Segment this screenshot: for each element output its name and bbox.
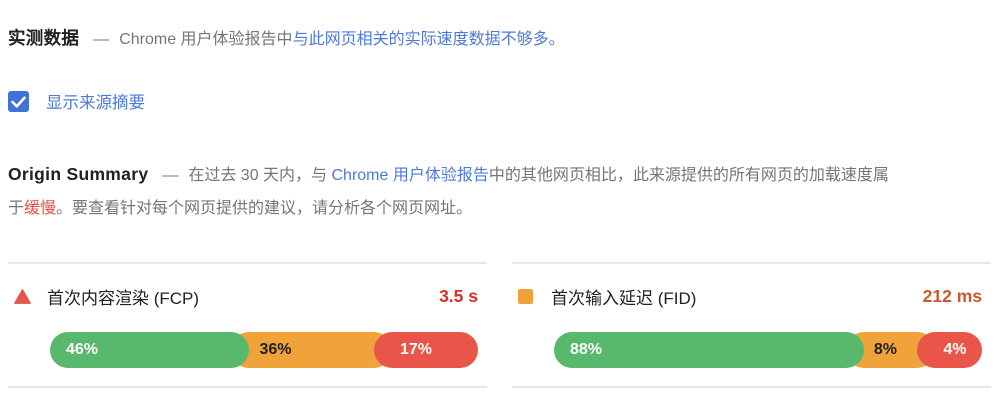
metrics-container: 首次内容渲染 (FCP) 3.5 s 46% 36% 17% 首次输入延迟 (FID… [8,262,991,388]
slow-rating-text: 缓慢 [24,200,57,217]
metric-name: 首次内容渲染 (FCP) [47,288,200,308]
bar-segment-label: 8% [873,341,897,358]
triangle-icon [14,288,31,304]
field-data-description: Chrome 用户体验报告中 [119,31,293,48]
origin-summary-paragraph: Origin Summary — 在过去 30 天内，与 Chrome 用户体验报告… [8,158,893,225]
origin-summary-text-2: 中的其他网页相比，此来源提供的所有网页的加载速度属于 [8,167,889,217]
bar-segment: 46% [50,332,250,368]
show-origin-summary-checkbox[interactable] [8,90,29,112]
bar-segment-label: 4% [943,341,967,358]
show-origin-summary-label[interactable]: 显示来源摘要 [46,94,145,112]
field-data-header: 实测数据 — Chrome 用户体验报告中与此网页相关的实际速度数据不够多。 [8,25,991,53]
insufficient-data-link[interactable]: 与此网页相关的实际速度数据不够多。 [292,31,565,48]
origin-summary-text-1: 在过去 30 天内，与 [188,167,332,184]
square-icon [518,288,535,304]
crux-report-link[interactable]: Chrome 用户体验报告 [331,167,489,184]
bar-segment-label: 36% [259,341,292,358]
distribution-bar: 46% 36% 17% [50,332,478,368]
distribution-bar: 88% 8% 4% [554,332,982,368]
metric-header: 首次输入延迟 (FID) 212 ms [518,284,982,308]
field-data-section: 实测数据 — Chrome 用户体验报告中与此网页相关的实际速度数据不够多。 显示来… [8,25,991,388]
dash-separator: — [93,31,110,48]
metric-value: 212 ms [922,285,982,306]
bar-segment-label: 88% [570,341,603,358]
origin-summary-title: Origin Summary [8,164,149,184]
checkmark-icon [8,91,29,112]
metric-header: 首次内容渲染 (FCP) 3.5 s [14,284,478,308]
origin-summary-toggle-row: 显示来源摘要 [8,89,991,113]
metric-card: 首次输入延迟 (FID) 212 ms 88% 8% 4% [512,262,991,388]
bar-segment: 88% [554,332,864,368]
metric-card: 首次内容渲染 (FCP) 3.5 s 46% 36% 17% [8,262,487,388]
bar-segment-label: 46% [66,341,99,358]
bar-segment: 4% [917,332,982,368]
metric-name: 首次输入延迟 (FID) [551,288,697,308]
bar-segment: 17% [373,332,478,368]
bar-segment-label: 17% [399,341,433,358]
field-data-title: 实测数据 [8,28,80,48]
origin-summary-text-3: 。要查看针对每个网页提供的建议，请分析各个网页网址。 [56,200,473,217]
metric-value: 3.5 s [439,285,478,306]
bar-segment: 36% [231,332,392,368]
dash-separator: — [162,167,179,184]
